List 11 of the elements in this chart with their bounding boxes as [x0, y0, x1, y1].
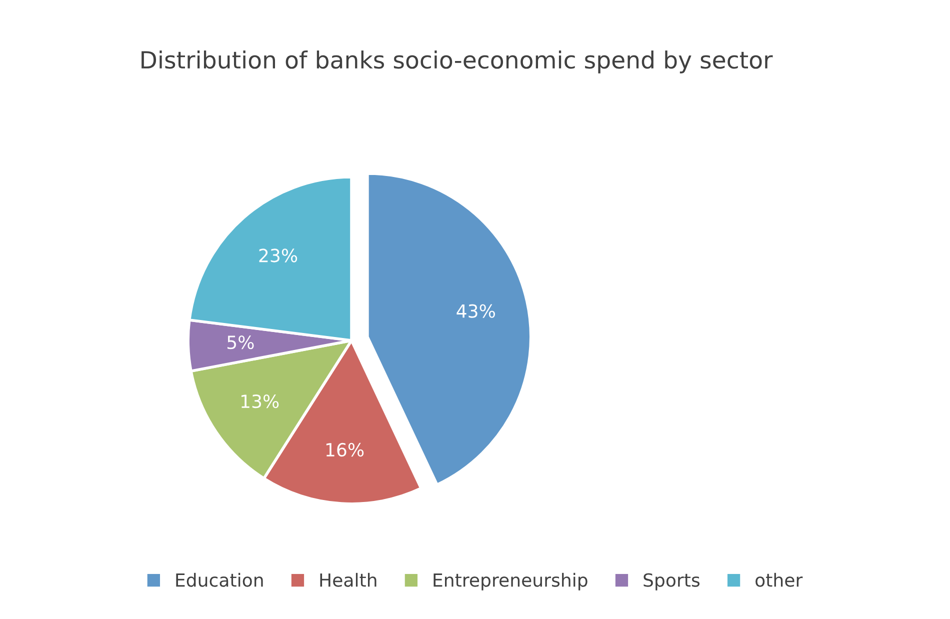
legend-label: other	[756, 572, 803, 587]
data-label: 5%	[228, 336, 254, 350]
legend-label: Education	[176, 572, 263, 587]
data-label: 16%	[326, 442, 364, 457]
chart-title: Distribution of banks socio-economic spend by sector	[142, 50, 773, 74]
data-label: 13%	[242, 394, 279, 408]
data-label: 43%	[456, 304, 495, 318]
legend-label: Sports	[644, 573, 700, 590]
data-label: 23%	[259, 248, 298, 262]
legend-label: Entrepreneurship	[434, 572, 588, 590]
legend-label: Health	[320, 572, 376, 587]
